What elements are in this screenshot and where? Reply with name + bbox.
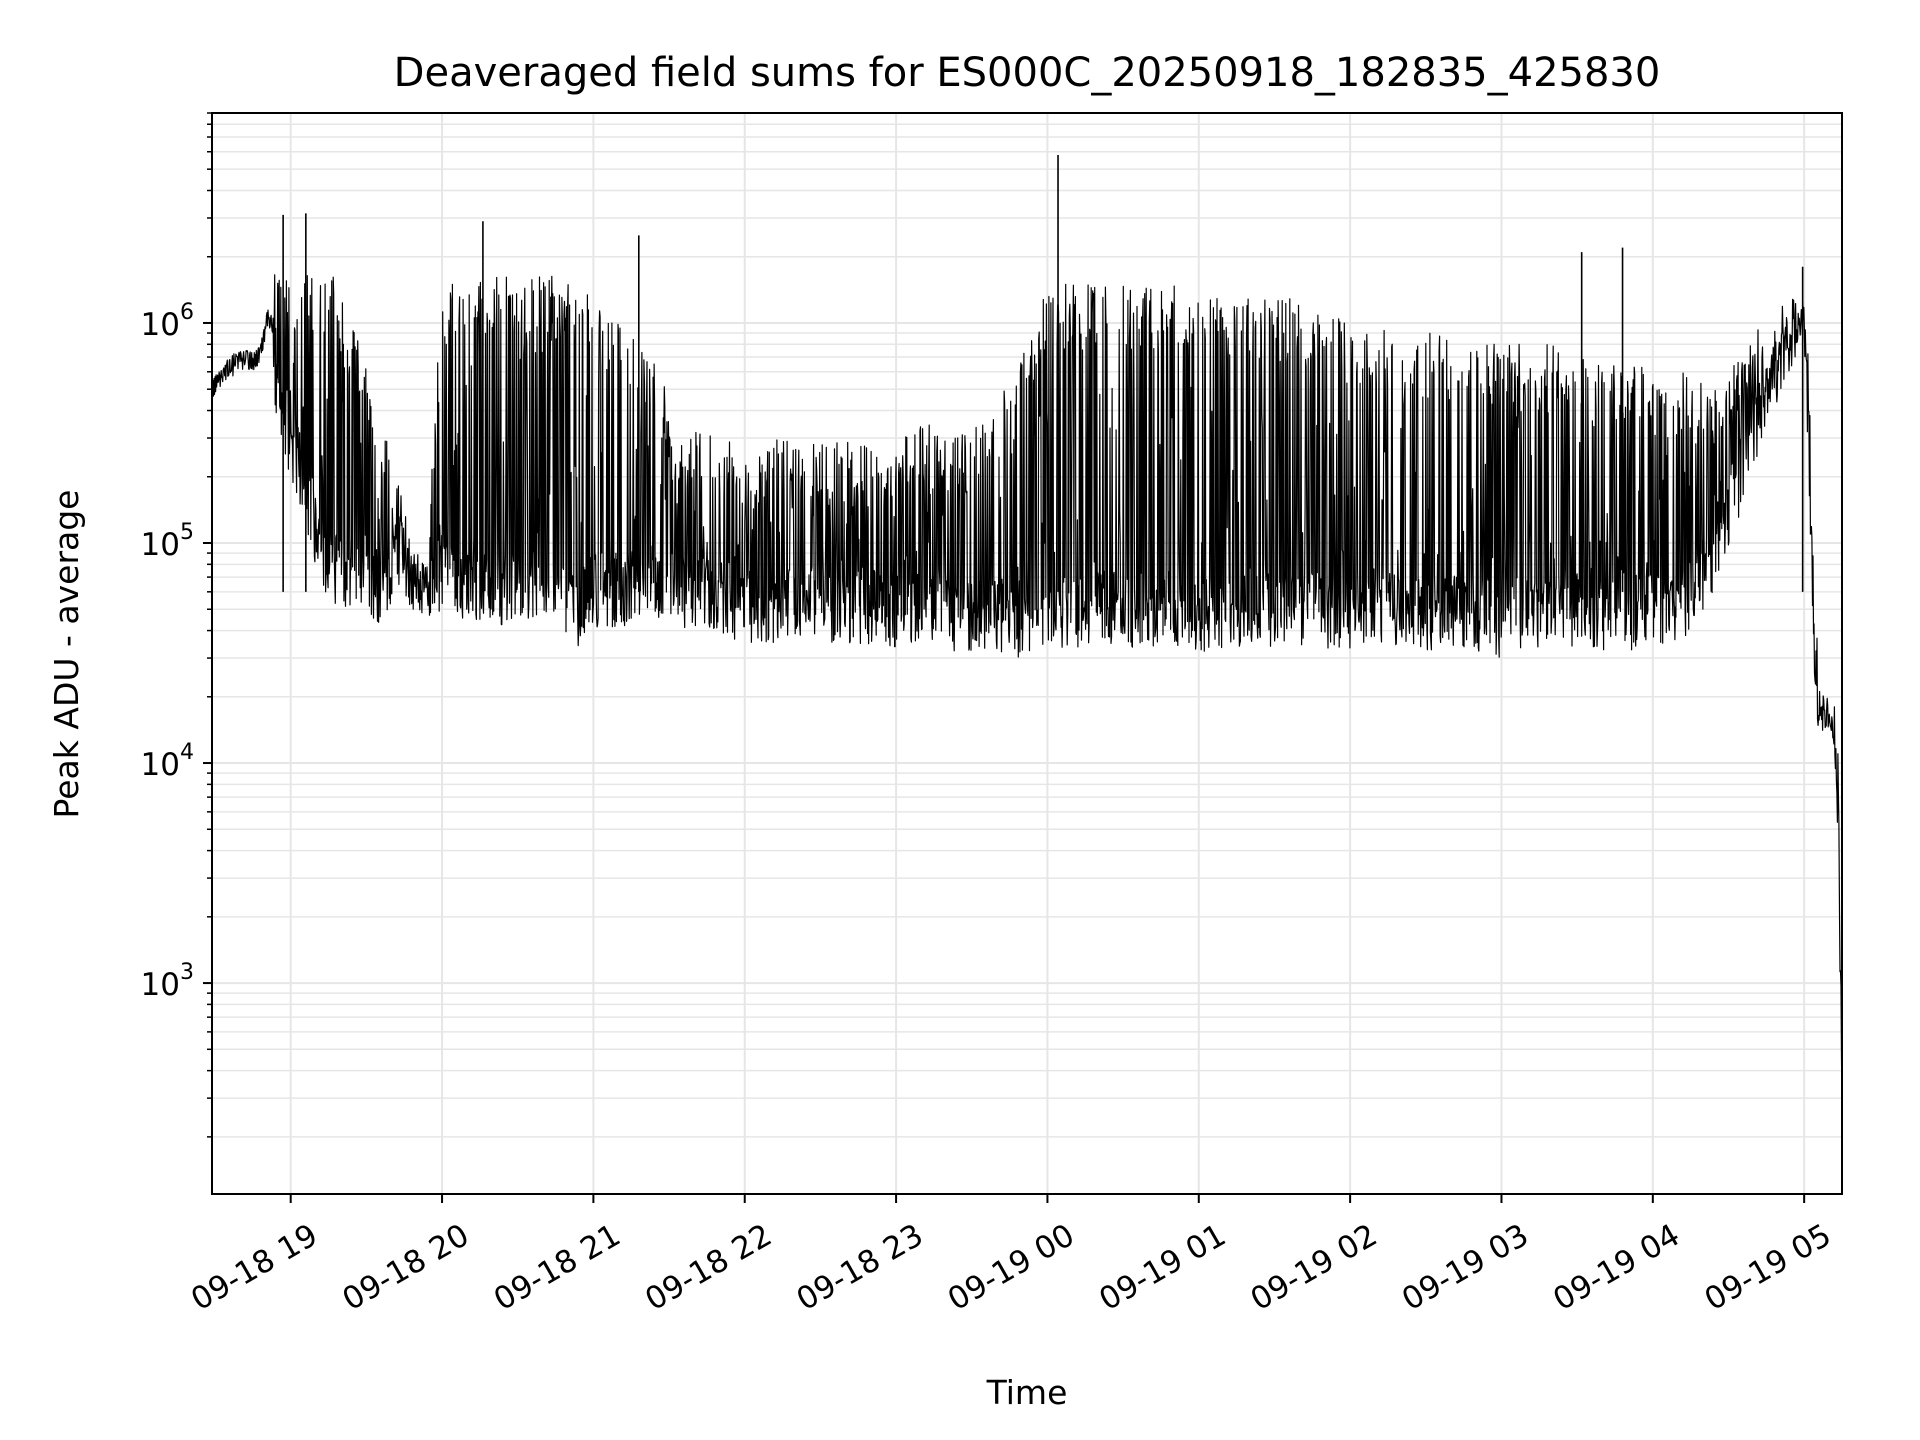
series-line [211, 154, 1843, 1108]
x-tick-label: 09-19 05 [1699, 1217, 1838, 1318]
chart-title: Deaveraged field sums for ES000C_2025091… [394, 50, 1661, 96]
plot-frame [211, 112, 1843, 1195]
x-tick-label: 09-19 03 [1396, 1217, 1535, 1318]
grid [212, 112, 1842, 1194]
x-tick-label: 09-18 21 [488, 1217, 627, 1318]
x-tick-label: 09-19 04 [1547, 1217, 1686, 1318]
x-tick-label: 09-19 00 [942, 1217, 1081, 1318]
x-tick-label: 09-18 22 [639, 1217, 778, 1318]
y-tick-label: 104 [141, 740, 194, 783]
x-tick-label: 09-18 23 [791, 1217, 930, 1318]
x-tick-label: 09-18 19 [185, 1217, 324, 1318]
x-axis-label: Time [986, 1373, 1068, 1412]
x-tick-label: 09-18 20 [337, 1217, 476, 1318]
y-tick-label: 105 [141, 520, 194, 563]
y-tick-label: 103 [141, 960, 194, 1003]
y-tick-label: 106 [141, 300, 194, 343]
x-tick-label: 09-19 01 [1093, 1217, 1232, 1318]
y-axis-label: Peak ADU - average [47, 490, 86, 819]
series-path [211, 274, 1843, 1108]
x-tick-label: 09-19 02 [1245, 1217, 1384, 1318]
